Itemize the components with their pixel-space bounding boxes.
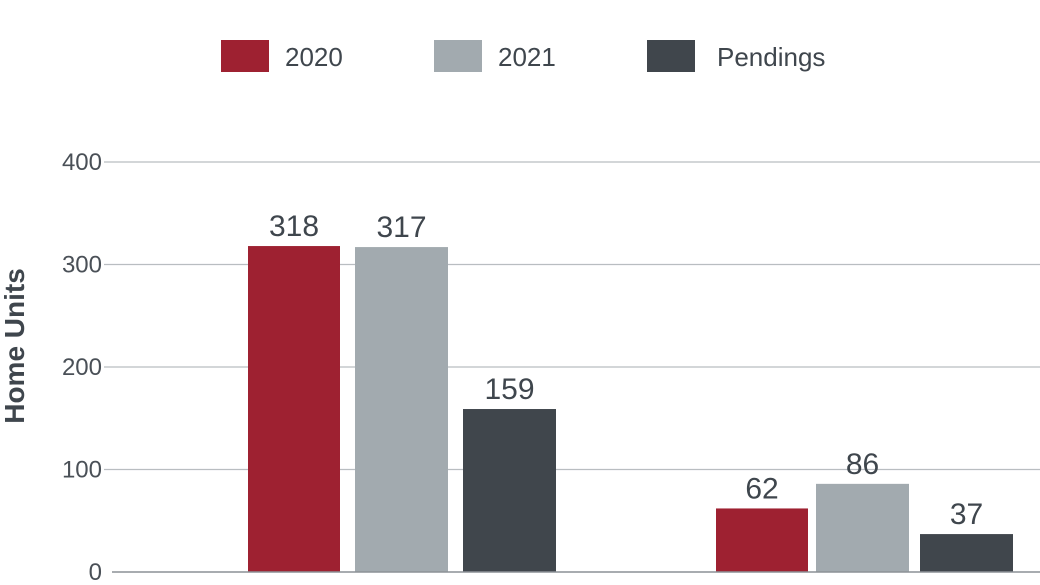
y-tick-label: 300 [62,252,102,279]
legend-item: Pendings [647,40,825,72]
bars [248,246,1013,573]
legend-item: 2021 [434,40,556,72]
bar [920,534,1013,572]
bar [248,246,340,573]
y-tick-label: 0 [89,559,102,585]
gridlines [104,161,1040,471]
legend-swatch [647,40,695,72]
bar [716,508,808,572]
data-label: 86 [846,448,879,481]
y-tick-label: 200 [62,354,102,381]
bar [463,409,556,572]
legend: 2020 2021 Pendings [221,40,825,72]
y-tick-label: 100 [62,457,102,484]
data-label: 37 [950,498,983,531]
bar [355,247,448,572]
data-label: 62 [745,472,778,505]
data-labels: 318 317 159 62 86 37 [269,210,983,531]
legend-item: 2020 [221,40,343,72]
legend-label: 2021 [498,42,556,72]
y-axis-ticks: 0 100 200 300 400 [62,149,102,585]
data-label: 317 [376,211,426,244]
bar [816,483,909,572]
y-axis-label: Home Units [0,268,30,424]
legend-label: Pendings [717,42,825,72]
legend-swatch [221,40,269,72]
data-label: 318 [269,210,319,243]
legend-swatch [434,40,482,72]
data-label: 159 [484,373,534,406]
y-tick-label: 400 [62,149,102,176]
legend-label: 2020 [285,42,343,72]
